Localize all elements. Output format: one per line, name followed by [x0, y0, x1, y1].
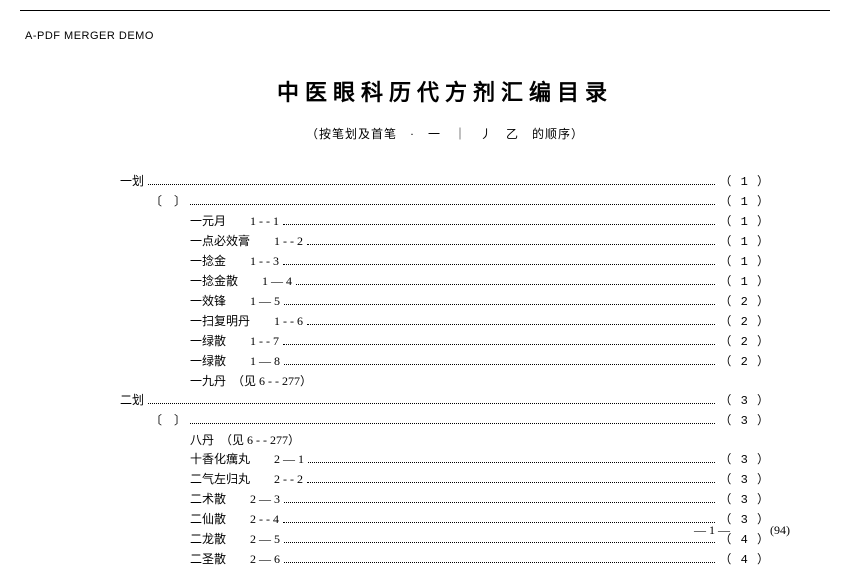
toc-leader	[283, 337, 715, 345]
toc-entry-label: 十香化癘丸 2 — 1	[120, 450, 304, 468]
toc-row: 二划 （ 3 ）	[120, 391, 770, 410]
toc-entry-label: 二矛散 2 — 7	[120, 570, 280, 571]
toc-entry-label: 一点必效膏 1 - - 2	[120, 232, 303, 250]
toc-row: 一绿散 1 - - 7 （ 2 ）	[120, 332, 770, 351]
toc-entry-label: 〔 〕	[120, 411, 186, 429]
toc-leader	[148, 177, 715, 185]
toc-row: 一点必效膏 1 - - 2 （ 1 ）	[120, 232, 770, 251]
toc-page-number: （ 1 ）	[719, 233, 770, 251]
toc-row: 二仙散 2 - - 4（ 3 ）	[120, 510, 770, 529]
toc-leader	[283, 515, 715, 523]
toc-entry-label: 〔 〕	[120, 192, 186, 210]
toc-leader	[190, 197, 715, 205]
toc-page-number: （ 2 ）	[719, 313, 770, 331]
toc-leader	[190, 416, 715, 424]
page-footer: — 1 — (94)	[694, 523, 790, 538]
toc-entry-label: 一九丹 （见 6 - - 277）	[120, 372, 312, 390]
toc-page-number: （ 3 ）	[719, 392, 770, 410]
toc-entry-label: 一绿散 1 — 8	[120, 352, 280, 370]
toc-leader	[308, 455, 715, 463]
footer-right: (94)	[770, 523, 790, 538]
table-of-contents: 一划（ 1 ）〔 〕（ 1 ）一元月 1 - - 1（ 1 ）一点必效膏 1 -…	[120, 172, 770, 571]
toc-entry-label: 二划	[120, 391, 144, 409]
toc-page-number: （ 1 ）	[719, 173, 770, 191]
toc-page-number: （ 1 ）	[719, 273, 770, 291]
toc-row: 一捻金散 1 — 4 （ 1 ）	[120, 272, 770, 291]
top-rule	[20, 10, 830, 11]
toc-row: 八丹 （见 6 - - 277）	[120, 431, 770, 449]
toc-entry-label: 一划	[120, 172, 144, 190]
toc-page-number: （ 1 ）	[719, 213, 770, 231]
toc-leader	[284, 555, 715, 563]
toc-entry-label: 二圣散 2 — 6	[120, 550, 280, 568]
toc-page-number: （ 3 ）	[719, 451, 770, 469]
toc-entry-label: 八丹 （见 6 - - 277）	[120, 431, 300, 449]
toc-entry-label: 二仙散 2 - - 4	[120, 510, 279, 528]
toc-entry-label: 一扫复明丹 1 - - 6	[120, 312, 303, 330]
toc-page-number: （ 1 ）	[719, 253, 770, 271]
toc-row: 一捻金 1 - - 3 （ 1 ）	[120, 252, 770, 271]
toc-row: 〔 〕 （ 3 ）	[120, 411, 770, 430]
toc-page-number: （ 3 ）	[719, 412, 770, 430]
toc-page-number: （ 4 ）	[719, 551, 770, 569]
toc-row: 一九丹 （见 6 - - 277）	[120, 372, 770, 390]
toc-page-number: （ 1 ）	[719, 193, 770, 211]
toc-entry-label: 二龙散 2 — 5	[120, 530, 280, 548]
page-content: 中医眼科历代方剂汇编目录 （按笔划及首笔 · 一 ｜ 丿 乙 的顺序） 一划 （ …	[120, 75, 770, 571]
toc-entry-label: 二气左归丸 2 - - 2	[120, 470, 303, 488]
toc-row: 一扫复明丹 1 - - 6 （ 2 ）	[120, 312, 770, 331]
toc-entry-label: 一效锋 1 — 5	[120, 292, 280, 310]
document-subtitle: （按笔划及首笔 · 一 ｜ 丿 乙 的顺序）	[120, 125, 770, 142]
toc-entry-label: 一绿散 1 - - 7	[120, 332, 279, 350]
toc-row: 一元月 1 - - 1 （ 1 ）	[120, 212, 770, 231]
toc-entry-label: 一捻金散 1 — 4	[120, 272, 292, 290]
toc-page-number: （ 3 ）	[719, 491, 770, 509]
toc-leader	[307, 237, 715, 245]
toc-row: 十香化癘丸 2 — 1 （ 3 ）	[120, 450, 770, 469]
footer-page-number: — 1 —	[694, 523, 730, 538]
toc-entry-label: 二术散 2 — 3	[120, 490, 280, 508]
toc-row: 二术散 2 — 3 （ 3 ）	[120, 490, 770, 509]
toc-row: 一绿散 1 — 8 （ 2 ）	[120, 352, 770, 371]
toc-leader	[284, 495, 715, 503]
toc-page-number: （ 3 ）	[719, 471, 770, 489]
toc-page-number: （ 2 ）	[719, 293, 770, 311]
toc-row: 二气左归丸 2 - - 2 （ 3 ）	[120, 470, 770, 489]
toc-leader	[296, 277, 715, 285]
toc-entry-label: 一捻金 1 - - 3	[120, 252, 279, 270]
toc-page-number: （ 2 ）	[719, 353, 770, 371]
toc-leader	[307, 475, 715, 483]
toc-leader	[307, 317, 715, 325]
toc-leader	[283, 217, 715, 225]
toc-leader	[284, 297, 715, 305]
demo-watermark: A-PDF MERGER DEMO	[25, 30, 154, 42]
toc-leader	[284, 535, 715, 543]
toc-row: 二矛散 2 — 7（ 4 ）	[120, 570, 770, 571]
toc-leader	[148, 396, 715, 404]
document-title: 中医眼科历代方剂汇编目录	[120, 75, 770, 107]
toc-entry-label: 一元月 1 - - 1	[120, 212, 279, 230]
toc-page-number: （ 2 ）	[719, 333, 770, 351]
toc-row: 二龙散 2 — 5（ 4 ）	[120, 530, 770, 549]
toc-row: 二圣散 2 — 6 （ 4 ）	[120, 550, 770, 569]
toc-row: 一效锋 1 — 5 （ 2 ）	[120, 292, 770, 311]
toc-leader	[283, 257, 715, 265]
toc-row: 〔 〕 （ 1 ）	[120, 192, 770, 211]
toc-leader	[284, 357, 715, 365]
toc-row: 一划 （ 1 ）	[120, 172, 770, 191]
